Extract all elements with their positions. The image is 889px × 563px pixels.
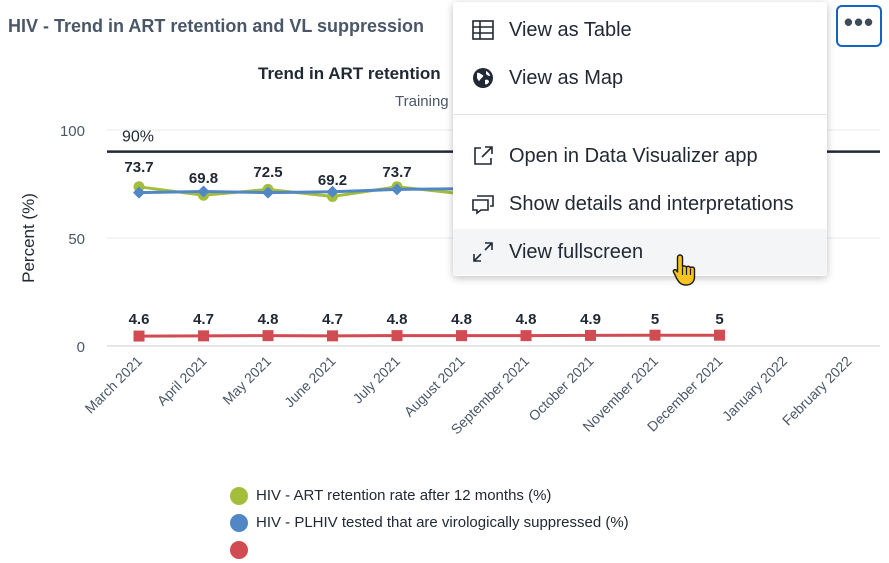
x-tick-label: February 2022 (779, 353, 855, 429)
data-point (649, 329, 661, 341)
data-point (198, 330, 209, 342)
y-axis-label: Percent (%) (19, 193, 38, 283)
data-label: 5 (651, 311, 659, 328)
target-line-label: 90% (122, 129, 154, 146)
y-tick-label: 50 (68, 231, 85, 248)
data-point (326, 185, 339, 198)
data-label: 69.2 (318, 172, 347, 189)
data-label: 72.5 (253, 164, 282, 181)
menu-item-label: Open in Data Visualizer app (509, 144, 758, 167)
hand-pointer-icon (672, 253, 698, 292)
data-point (714, 329, 725, 341)
data-label: 4.6 (129, 311, 150, 328)
chart-title: Trend in ART retention (258, 64, 441, 83)
data-label: 4.8 (451, 311, 472, 328)
legend-label: HIV - ART retention rate after 12 months… (256, 487, 552, 504)
menu-item-open-in-data-visualizer[interactable]: Open in Data Visualizer app (453, 133, 827, 179)
data-point (262, 330, 274, 342)
dashboard-item-title: HIV - Trend in ART retention and VL supp… (8, 16, 425, 36)
data-point (197, 185, 210, 198)
menu-item-label: View fullscreen (509, 240, 644, 263)
menu-item-label: Show details and interpretations (509, 192, 794, 215)
legend-label: HIV - PLHIV tested that are virologicall… (256, 514, 629, 531)
menu-item-view-as-map[interactable]: View as Map (453, 55, 827, 101)
menu-item-view-as-table[interactable]: View as Table (453, 7, 827, 53)
data-point (262, 186, 274, 199)
legend-swatch (230, 540, 248, 559)
chart-legend: HIV - ART retention rate after 12 months… (230, 482, 629, 563)
menu-item-show-details[interactable]: Show details and interpretations (453, 181, 827, 227)
series-line (138, 187, 462, 195)
data-label: 5 (715, 311, 723, 328)
x-tick-label: January 2022 (719, 353, 790, 424)
more-options-button[interactable]: ••• (836, 5, 882, 47)
external-link-icon (471, 144, 495, 168)
globe-icon (471, 66, 495, 90)
data-label: 4.7 (193, 311, 214, 328)
table-icon (471, 18, 495, 42)
x-tick-label: June 2021 (281, 353, 339, 411)
menu-item-label: View as Table (509, 18, 632, 41)
data-point (585, 329, 596, 341)
y-tick-label: 100 (60, 123, 85, 140)
x-tick-label: July 2021 (349, 353, 403, 407)
y-tick-label: 0 (77, 339, 85, 356)
legend-item[interactable]: HIV - ART retention rate after 12 months… (230, 482, 629, 509)
ellipsis-icon: ••• (843, 7, 875, 37)
menu-item-label: View as Map (509, 66, 624, 89)
legend-swatch (230, 513, 248, 532)
data-point (456, 330, 467, 342)
data-label: 73.7 (124, 159, 153, 176)
data-label: 4.8 (258, 311, 279, 328)
data-point (133, 330, 145, 342)
data-label: 73.7 (382, 164, 411, 181)
data-label: 4.9 (580, 311, 601, 328)
menu-divider (453, 114, 827, 115)
chart-subtitle: Training (395, 93, 449, 110)
x-tick-label: April 2021 (154, 353, 210, 409)
data-label: 69.8 (189, 170, 218, 187)
series-line (138, 333, 720, 338)
x-tick-label: August 2021 (401, 353, 468, 420)
menu-item-view-fullscreen[interactable]: View fullscreen (453, 229, 827, 275)
data-point (391, 183, 403, 196)
data-point (391, 330, 403, 342)
x-tick-label: October 2021 (525, 353, 596, 424)
data-point (133, 186, 145, 199)
legend-item[interactable]: HIV - PLHIV tested that are virologicall… (230, 509, 629, 536)
x-tick-label: May 2021 (219, 353, 274, 408)
legend-swatch (230, 486, 248, 505)
x-tick-label: March 2021 (82, 353, 146, 417)
data-label: 4.8 (516, 311, 537, 328)
data-point (327, 330, 338, 342)
fullscreen-icon (471, 240, 495, 264)
data-label: 4.7 (322, 311, 343, 328)
legend-item[interactable] (230, 536, 629, 563)
comments-icon (471, 192, 495, 216)
data-point (520, 330, 532, 342)
data-label: 4.8 (387, 311, 408, 328)
context-menu: View as Table View as Map Open in Data V… (453, 2, 827, 276)
